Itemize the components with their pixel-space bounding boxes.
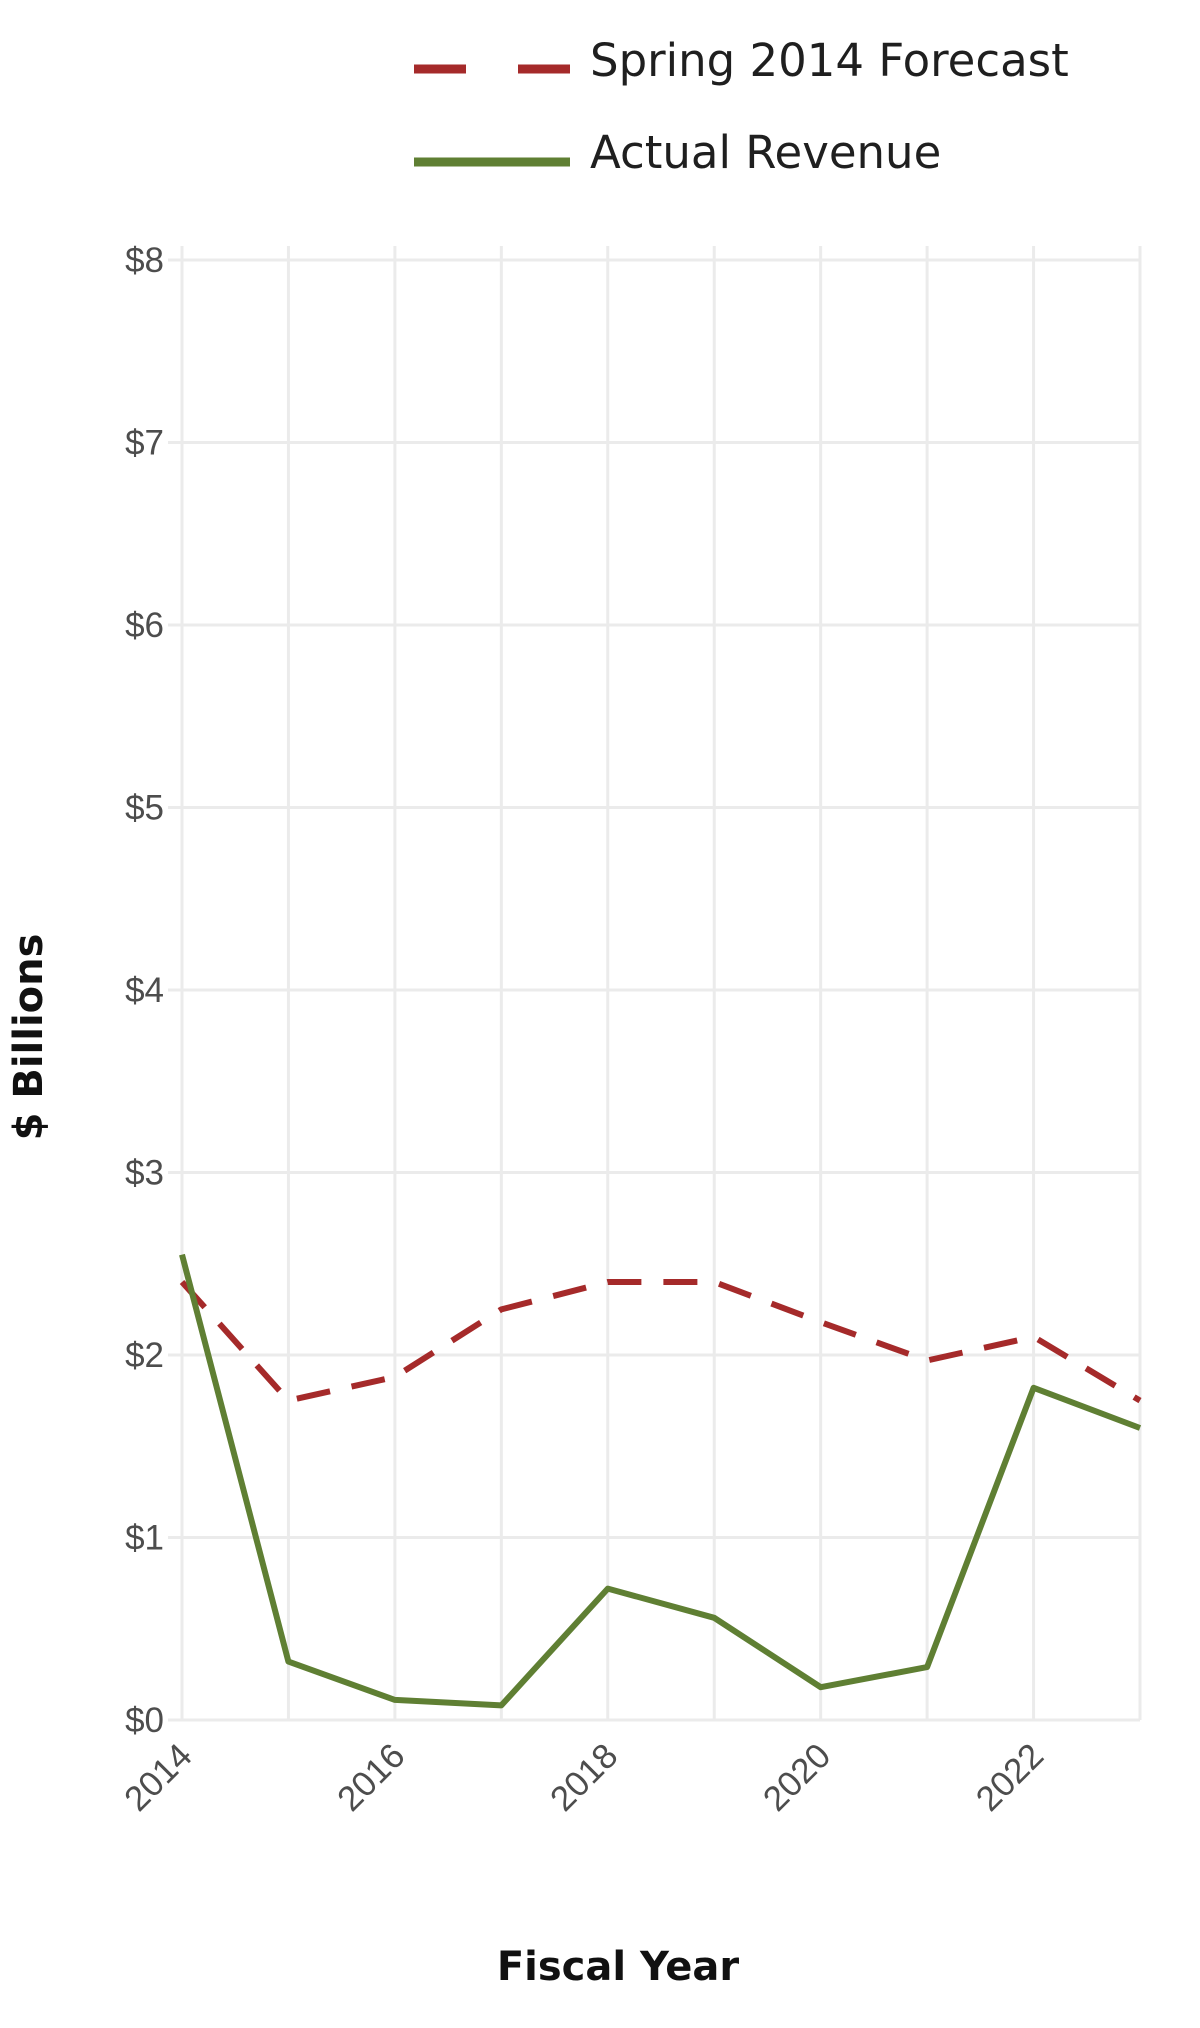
legend-label-actual: Actual Revenue — [590, 126, 941, 179]
series-lines — [179, 1253, 1142, 1709]
x-tick-label: 2022 — [969, 1736, 1052, 1819]
y-tick-label: $1 — [125, 1519, 164, 1558]
x-axis-tick-labels: 2014 2016 2018 2020 2022 — [117, 1736, 1051, 1819]
x-tick-label: 2016 — [330, 1736, 413, 1819]
x-tick-label: 2018 — [543, 1736, 626, 1819]
series-line-forecast — [179, 1279, 1142, 1404]
y-tick-label: $7 — [125, 424, 164, 463]
x-axis-title: Fiscal Year — [497, 1944, 740, 1990]
legend-label-forecast: Spring 2014 Forecast — [590, 34, 1069, 87]
legend-item-actual: Actual Revenue — [414, 126, 941, 179]
x-tick-label: 2020 — [756, 1736, 839, 1819]
y-tick-label: $6 — [125, 606, 164, 645]
y-tick-label: $8 — [125, 241, 164, 280]
x-tick-label: 2014 — [117, 1736, 200, 1819]
legend: Spring 2014 Forecast Actual Revenue — [414, 34, 1069, 179]
y-tick-label: $4 — [125, 971, 164, 1010]
y-tick-label: $3 — [125, 1154, 164, 1193]
horizontal-gridlines — [168, 258, 1140, 1722]
y-tick-label: $5 — [125, 789, 164, 828]
series-line-actual — [179, 1253, 1142, 1709]
vertical-gridlines — [180, 246, 1142, 1720]
legend-item-forecast: Spring 2014 Forecast — [414, 34, 1069, 87]
y-tick-label: $0 — [125, 1701, 164, 1740]
y-axis-title: $ Billions — [6, 934, 52, 1141]
y-tick-label: $2 — [125, 1336, 164, 1375]
y-axis-tick-labels: $0 $1 $2 $3 $4 $5 $6 $7 $8 — [125, 241, 164, 1740]
